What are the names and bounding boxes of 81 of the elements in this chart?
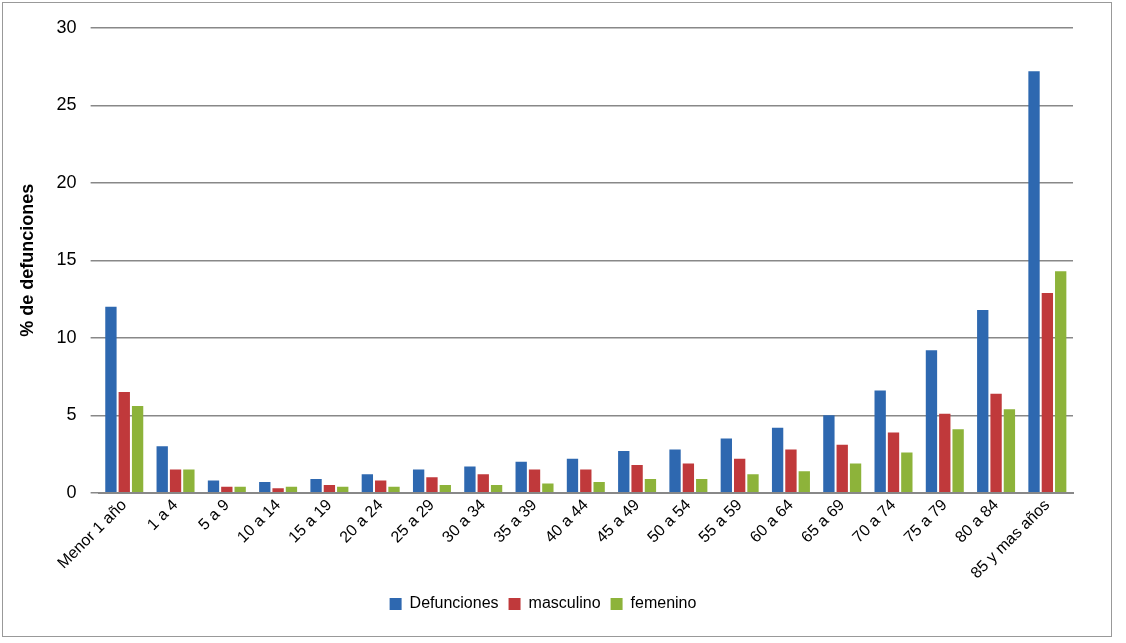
x-tick-label: 20 a 24	[336, 495, 386, 546]
bar	[580, 469, 592, 493]
x-tick-label: 50 a 54	[643, 495, 694, 546]
x-tick-label: 45 a 49	[592, 495, 643, 546]
bar	[234, 486, 246, 493]
x-tick-label: 65 a 69	[797, 495, 848, 546]
x-tick-label: 1 a 4	[143, 495, 181, 534]
bar	[1055, 271, 1067, 493]
bar	[118, 392, 130, 493]
bar	[977, 309, 989, 493]
x-tick-label: 75 a 79	[900, 495, 951, 546]
bar	[375, 480, 387, 493]
y-axis-title: % de defunciones	[16, 183, 37, 337]
bar	[887, 432, 900, 493]
x-tick-label: 55 a 59	[695, 495, 745, 546]
x-tick-label: 10 a 14	[233, 495, 284, 546]
legend-label: masculino	[528, 594, 601, 612]
bar	[733, 458, 746, 493]
bar	[464, 466, 476, 493]
y-tick-label: 5	[66, 404, 77, 425]
bar	[272, 488, 284, 493]
bar	[952, 429, 964, 493]
bar	[901, 452, 913, 493]
bar	[105, 306, 117, 493]
bar	[798, 471, 810, 493]
bar	[323, 485, 336, 493]
bar	[1041, 292, 1054, 493]
bar	[426, 477, 438, 493]
legend-label: Defunciones	[409, 594, 499, 612]
bar	[566, 458, 579, 493]
bar	[747, 474, 759, 493]
bar	[528, 469, 541, 493]
bar	[669, 449, 681, 493]
x-tick-label: 35 a 39	[489, 495, 540, 546]
bar	[542, 483, 554, 493]
bar	[183, 469, 195, 493]
bar	[771, 427, 784, 493]
y-tick-label: 30	[56, 16, 77, 37]
x-tick-label: 30 a 34	[438, 495, 489, 546]
bar	[515, 461, 527, 493]
bar	[785, 449, 797, 493]
bar	[169, 469, 182, 493]
bar	[644, 478, 657, 493]
bar	[477, 474, 489, 493]
y-tick-label: 0	[66, 481, 77, 502]
bar	[682, 463, 695, 493]
bar	[696, 478, 708, 493]
bar	[388, 486, 400, 493]
bar	[836, 444, 848, 493]
x-tick-label: 60 a 64	[746, 495, 797, 546]
bar	[310, 478, 322, 493]
bar	[823, 415, 835, 493]
x-tick-label: 15 a 19	[284, 495, 335, 546]
bar	[156, 446, 168, 493]
bar	[631, 464, 643, 493]
bar	[490, 485, 503, 493]
y-tick-label: 25	[56, 94, 77, 115]
bar	[1003, 409, 1016, 493]
bar	[259, 482, 271, 493]
bar	[874, 390, 886, 493]
bar	[849, 463, 862, 493]
bar	[939, 413, 951, 493]
bar	[990, 393, 1002, 493]
bar	[720, 438, 732, 493]
bar	[925, 350, 938, 493]
x-tick-label: 70 a 74	[848, 495, 899, 546]
y-tick-label: 10	[56, 326, 77, 347]
bar	[131, 406, 144, 493]
legend-label: femenino	[630, 594, 697, 612]
bar	[207, 480, 220, 493]
y-tick-label: 20	[56, 171, 77, 192]
x-tick-label: 40 a 44	[541, 495, 592, 546]
bar	[361, 474, 374, 493]
y-tick-label: 15	[56, 249, 77, 270]
bar	[1028, 71, 1040, 493]
bar	[439, 485, 451, 493]
x-tick-label: 25 a 29	[387, 495, 438, 546]
x-tick-label: 5 a 9	[194, 495, 233, 534]
bar	[618, 450, 630, 493]
bar	[593, 482, 605, 493]
bar	[412, 469, 425, 493]
